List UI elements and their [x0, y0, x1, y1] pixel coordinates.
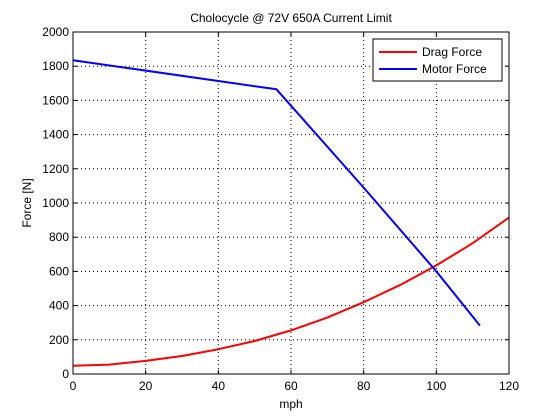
x-tick-label: 120: [499, 379, 519, 393]
legend: Drag Force Motor Force: [372, 38, 503, 82]
drag-force-line: [72, 216, 510, 367]
x-axis-label: mph: [279, 397, 302, 411]
y-axis-label: Force [N]: [20, 178, 34, 227]
y-tick-label: 200: [49, 333, 69, 347]
y-tick-label: 1800: [42, 59, 69, 73]
x-tick-label: 100: [426, 379, 446, 393]
y-tick-label: 400: [49, 299, 69, 313]
x-tick-label: 40: [212, 379, 226, 393]
grid: [73, 32, 509, 374]
legend-label-drag-force: Drag Force: [422, 45, 482, 59]
y-tick-label: 1400: [42, 128, 69, 142]
y-tick-label: 1000: [42, 196, 69, 210]
legend-label-motor-force: Motor Force: [422, 62, 487, 76]
x-tick-label: 20: [139, 379, 153, 393]
plot-area: [73, 32, 509, 374]
x-tick-label: 80: [357, 379, 371, 393]
legend-box: [372, 38, 503, 82]
y-tick-label: 0: [62, 367, 69, 381]
series-layer: [72, 59, 510, 367]
y-tick-label: 800: [49, 230, 69, 244]
chart-title: Cholocycle @ 72V 650A Current Limit: [190, 11, 392, 25]
y-tick-label: 1200: [42, 162, 69, 176]
y-tick-label: 1600: [42, 93, 69, 107]
ticks: 0 20 40 60 80 100 1200200400600800100012001400…: [42, 25, 519, 393]
motor-force-line: [72, 59, 481, 327]
y-tick-label: 2000: [42, 25, 69, 39]
x-tick-label: 0: [70, 379, 77, 393]
y-tick-label: 600: [49, 264, 69, 278]
x-tick-label: 60: [284, 379, 298, 393]
